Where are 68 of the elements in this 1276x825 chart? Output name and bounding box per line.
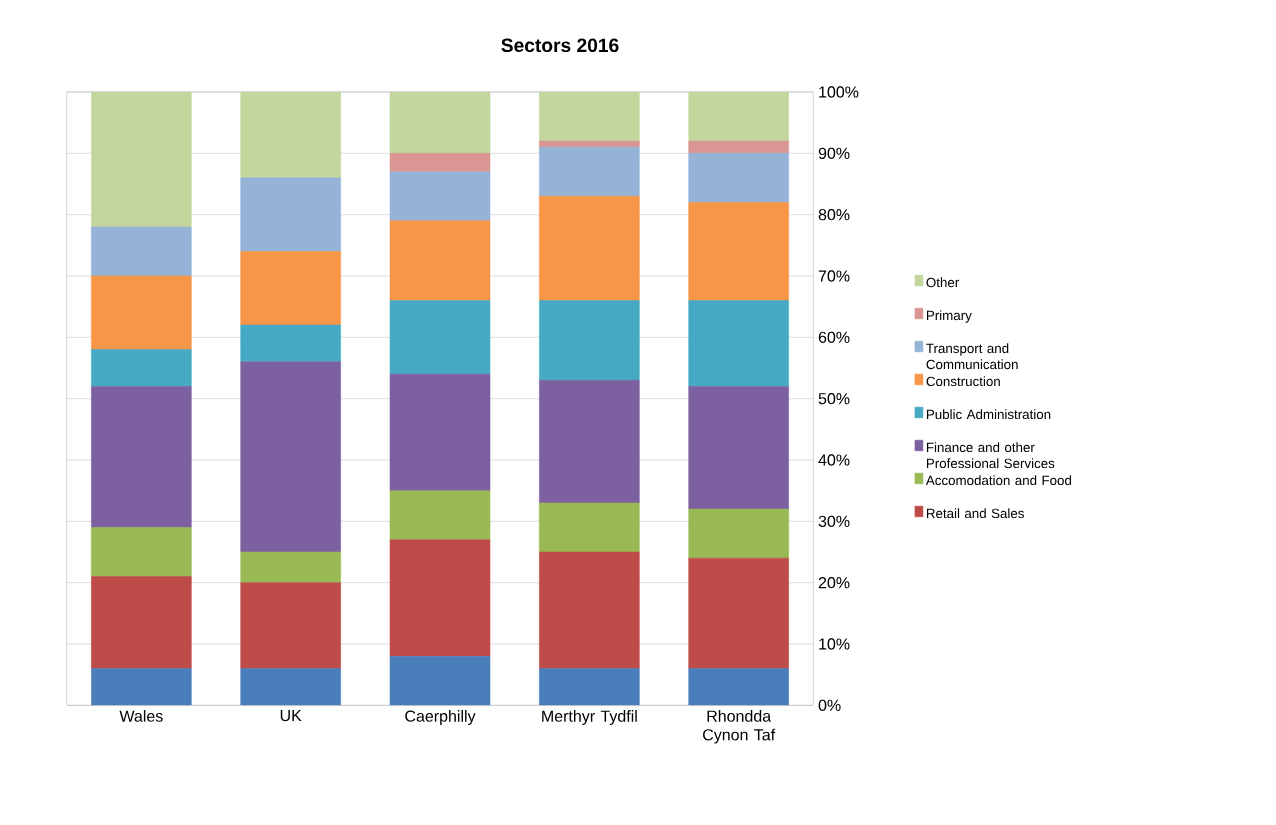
bar	[240, 582, 341, 669]
bar	[539, 146, 640, 197]
bar	[389, 373, 491, 491]
y-tick-label: 90%	[818, 147, 850, 159]
legend-label: Primary	[926, 310, 972, 323]
bar	[539, 195, 640, 301]
legend-label: Retail and Sales	[926, 508, 1024, 518]
bar	[688, 91, 789, 142]
y-tick-label: 70%	[818, 270, 850, 282]
y-tick-label: 50%	[818, 392, 850, 405]
y-tick-label: 40%	[818, 454, 850, 466]
x-tick-label: Caerphilly	[405, 709, 476, 725]
x-tick-label: UK	[280, 709, 302, 722]
bar	[91, 91, 192, 228]
bar	[539, 502, 640, 553]
bar	[240, 324, 341, 362]
bar	[688, 300, 789, 387]
bar	[688, 152, 789, 203]
y-tick-label: 10%	[819, 638, 850, 650]
bar	[240, 251, 341, 326]
y-tick-label: 100%	[819, 86, 859, 98]
bar	[688, 557, 789, 669]
bar	[389, 490, 491, 540]
bar	[91, 668, 192, 706]
bar	[91, 576, 192, 669]
bar	[240, 91, 341, 178]
bar	[91, 385, 192, 528]
legend-label: Construction	[926, 376, 1000, 386]
bar	[389, 152, 491, 172]
bar	[91, 226, 192, 277]
chart-title: Sectors 2016	[501, 38, 619, 52]
bar	[688, 201, 789, 301]
bar	[389, 655, 491, 706]
legend-label: Accomodation and Food	[925, 475, 1072, 485]
bar	[539, 379, 640, 504]
bar	[539, 140, 640, 148]
bar	[240, 551, 341, 583]
bar	[688, 508, 789, 559]
y-tick-label: 20%	[818, 576, 850, 589]
bar	[389, 171, 491, 221]
y-tick-label: 80%	[818, 208, 850, 221]
y-tick-label: 30%	[818, 515, 850, 527]
y-tick-label: 0%	[818, 699, 841, 711]
bar	[539, 91, 640, 142]
bar	[91, 527, 192, 577]
legend-label: Other	[926, 277, 960, 287]
bar	[91, 349, 192, 387]
legend-label: Public Administration	[926, 409, 1051, 419]
bar	[688, 140, 789, 154]
y-tick-label: 60%	[818, 331, 850, 343]
x-tick-label: Wales	[119, 709, 163, 722]
bar	[539, 300, 640, 381]
bar	[688, 385, 789, 510]
bar	[240, 177, 341, 252]
x-tick-label: Rhondda Cynon Taf	[703, 709, 776, 744]
bar	[389, 91, 491, 154]
bar	[539, 668, 640, 706]
bar	[389, 300, 491, 375]
legend-label: Transport and Communication	[926, 343, 1018, 369]
bar	[91, 275, 192, 350]
bar	[539, 551, 640, 669]
x-tick-label: Merthyr Tydfil	[542, 709, 637, 725]
bar	[240, 668, 341, 706]
bar	[688, 668, 789, 706]
bar	[389, 220, 491, 301]
bar	[240, 361, 341, 553]
bar	[389, 539, 491, 657]
legend-label: Finance and other Professional Services	[926, 442, 1055, 468]
